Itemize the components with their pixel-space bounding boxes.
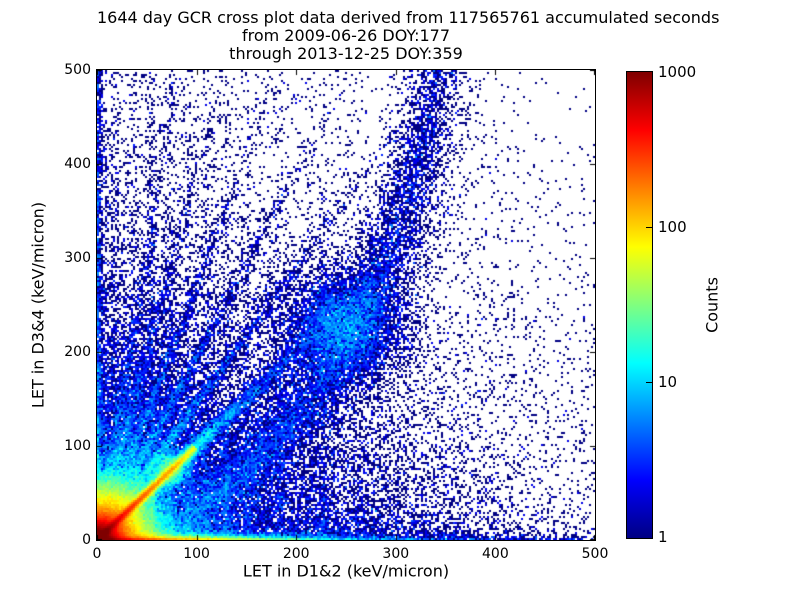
- x-tick-label: 0: [92, 546, 102, 562]
- colorbar-gradient: [627, 72, 652, 538]
- x-tick-label: 400: [482, 546, 509, 562]
- colorbar-label: Counts: [702, 277, 722, 333]
- x-tick-label: 100: [183, 546, 210, 562]
- colorbar: [626, 71, 653, 539]
- colorbar-tick-label: 100: [658, 218, 687, 236]
- y-tick-label: 100: [64, 438, 91, 454]
- y-tick-label: 200: [64, 344, 91, 360]
- colorbar-tick-label: 1000: [658, 63, 697, 81]
- colorbar-tick: [646, 227, 652, 228]
- y-axis-label: LET in D3&4 (keV/micron): [28, 201, 48, 409]
- plot-area: [96, 69, 596, 541]
- x-tick-label: 200: [282, 546, 310, 562]
- x-axis-label: LET in D1&2 (keV/micron): [242, 561, 450, 581]
- y-tick-label: 500: [64, 62, 91, 78]
- colorbar-tick-label: 1: [658, 528, 668, 546]
- x-tick-label: 500: [581, 546, 609, 562]
- y-tick-label: 0: [82, 532, 91, 548]
- y-tick-label: 300: [64, 250, 91, 266]
- colorbar-tick: [646, 382, 652, 383]
- x-tick-label: 300: [382, 546, 410, 562]
- chart-subtitle-through: through 2013-12-25 DOY:359: [229, 44, 463, 63]
- chart-title: 1644 day GCR cross plot data derived fro…: [97, 8, 720, 27]
- colorbar-tick-label: 10: [658, 373, 678, 391]
- chart-subtitle-from: from 2009-06-26 DOY:177: [241, 26, 450, 45]
- chart-title-block: 1644 day GCR cross plot data derived fro…: [97, 8, 720, 63]
- y-tick-label: 400: [64, 156, 91, 172]
- scatter-heatmap-canvas: [97, 70, 595, 540]
